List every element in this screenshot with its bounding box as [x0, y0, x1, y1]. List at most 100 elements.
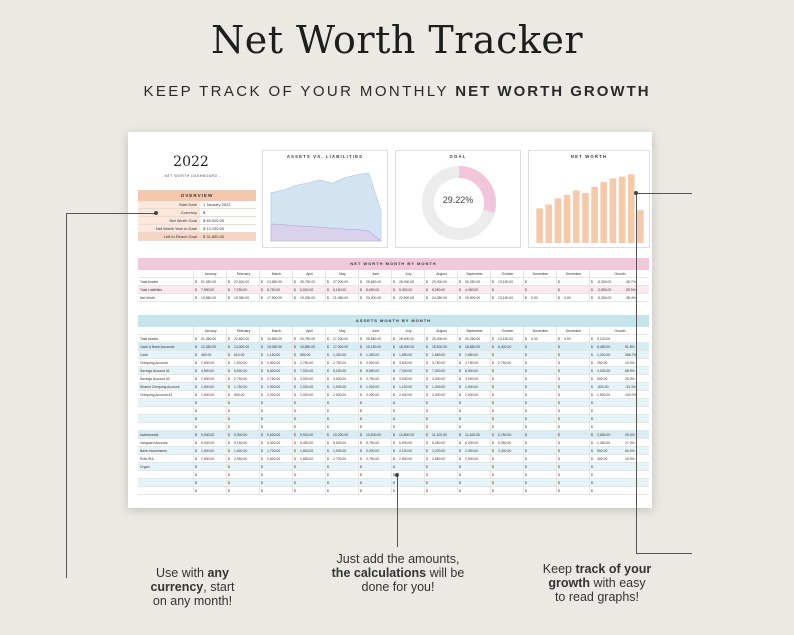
value-cell[interactable]: $1,900.00 — [325, 447, 358, 454]
value-cell[interactable]: $7,000.00 — [292, 367, 325, 374]
value-cell[interactable]: $13,150.00 — [490, 335, 523, 342]
value-cell[interactable]: $2,500.00 — [259, 359, 292, 366]
value-cell[interactable]: $2,000.00 — [358, 447, 391, 454]
value-cell[interactable]: $30,250.00 — [457, 278, 490, 285]
value-cell[interactable]: $13,150.00 — [490, 294, 523, 301]
value-cell[interactable]: $6,150.00 — [325, 286, 358, 293]
value-cell[interactable]: $11,400.00 — [457, 431, 490, 438]
value-cell[interactable]: $3,750.00 — [424, 359, 457, 366]
value-cell[interactable]: $ — [424, 407, 457, 414]
value-cell[interactable]: $ — [556, 479, 589, 486]
value-cell[interactable]: $ — [556, 407, 589, 414]
value-cell[interactable]: $ — [490, 375, 523, 382]
value-cell[interactable]: $ — [259, 415, 292, 422]
value-cell[interactable]: $2,000.00 — [391, 391, 424, 398]
value-cell[interactable]: $2,750.00 — [292, 359, 325, 366]
value-cell[interactable]: $22,600.00 — [226, 335, 259, 342]
value-cell[interactable]: $3,000.00 — [391, 375, 424, 382]
value-cell[interactable]: $ — [259, 479, 292, 486]
value-cell[interactable]: $ — [226, 399, 259, 406]
value-cell[interactable]: $ — [556, 439, 589, 446]
overview-value[interactable]: 1 January 2022 — [203, 202, 231, 207]
overview-value[interactable]: $ — [203, 210, 206, 215]
value-cell[interactable]: $ — [556, 286, 589, 293]
value-cell[interactable]: $ — [325, 487, 358, 494]
value-cell[interactable]: $7,250.00 — [226, 286, 259, 293]
value-cell[interactable]: $10,500.00 — [358, 431, 391, 438]
value-cell[interactable]: $ — [490, 455, 523, 462]
value-cell[interactable]: $ — [325, 463, 358, 470]
value-cell[interactable]: $10,200.00 — [325, 431, 358, 438]
value-cell[interactable]: $ — [490, 487, 523, 494]
value-cell[interactable]: $1,550.00 — [391, 351, 424, 358]
value-cell[interactable]: $29,400.00 — [424, 278, 457, 285]
value-cell[interactable]: $ — [556, 463, 589, 470]
value-cell[interactable]: $2,750.00 — [259, 375, 292, 382]
value-cell[interactable]: $ — [292, 399, 325, 406]
value-cell[interactable]: $2,850.00 — [424, 455, 457, 462]
value-cell[interactable]: $1,750.00 — [226, 383, 259, 390]
value-cell[interactable]: $ — [259, 471, 292, 478]
value-cell[interactable]: $6,500.00 — [259, 367, 292, 374]
value-cell[interactable]: $22,500.00 — [391, 294, 424, 301]
value-cell[interactable]: $13,000.00 — [226, 343, 259, 350]
value-cell[interactable]: $ — [457, 463, 490, 470]
value-cell[interactable]: $ — [490, 407, 523, 414]
value-cell[interactable]: $1,650.00 — [424, 351, 457, 358]
value-cell[interactable]: $550.00 — [292, 351, 325, 358]
value-cell[interactable]: $7,000.00 — [391, 367, 424, 374]
value-cell[interactable]: $25,750.00 — [292, 278, 325, 285]
value-cell[interactable]: $2,000.00 — [325, 391, 358, 398]
value-cell[interactable]: $ — [391, 407, 424, 414]
value-cell[interactable]: $6,050.00 — [424, 439, 457, 446]
value-cell[interactable]: $ — [556, 375, 589, 382]
value-cell[interactable]: $ — [556, 391, 589, 398]
value-cell[interactable]: $ — [523, 286, 556, 293]
value-cell[interactable]: $ — [226, 423, 259, 430]
value-cell[interactable]: $15,050.00 — [259, 343, 292, 350]
value-cell[interactable]: $2,650.00 — [292, 455, 325, 462]
value-cell[interactable]: $25,650.00 — [358, 335, 391, 342]
value-cell[interactable]: $2,300.00 — [457, 447, 490, 454]
value-cell[interactable]: $28,000.00 — [391, 278, 424, 285]
value-cell[interactable]: $ — [325, 399, 358, 406]
value-cell[interactable]: $ — [424, 399, 457, 406]
overview-value[interactable]: $ 13,150.00 — [203, 226, 225, 231]
value-cell[interactable]: $1,500.00 — [226, 359, 259, 366]
value-cell[interactable]: $ — [523, 423, 556, 430]
value-cell[interactable]: $ — [424, 463, 457, 470]
value-cell[interactable]: $2,000.00 — [292, 391, 325, 398]
value-cell[interactable]: $1,500.00 — [193, 391, 226, 398]
value-cell[interactable]: $1,000.00 — [292, 383, 325, 390]
value-cell[interactable]: $ — [523, 375, 556, 382]
value-cell[interactable]: $18,500.00 — [424, 343, 457, 350]
value-cell[interactable]: $ — [391, 399, 424, 406]
value-cell[interactable]: $ — [490, 399, 523, 406]
overview-value[interactable]: $ 31,850.00 — [200, 233, 256, 240]
value-cell[interactable]: $17,900.00 — [259, 294, 292, 301]
value-cell[interactable]: $6,200.00 — [457, 439, 490, 446]
value-cell[interactable]: $6,150.00 — [325, 367, 358, 374]
value-cell[interactable]: $ — [523, 415, 556, 422]
value-cell[interactable]: $6,750.00 — [259, 286, 292, 293]
value-cell[interactable]: $1,250.00 — [325, 351, 358, 358]
value-cell[interactable]: $ — [226, 415, 259, 422]
value-cell[interactable]: $5,300.00 — [391, 286, 424, 293]
value-cell[interactable]: $29,400.00 — [424, 335, 457, 342]
value-cell[interactable]: $15,150.00 — [358, 343, 391, 350]
value-cell[interactable]: $ — [358, 399, 391, 406]
value-cell[interactable]: $5,300.00 — [259, 439, 292, 446]
value-cell[interactable]: $ — [523, 455, 556, 462]
value-cell[interactable]: $ — [556, 278, 589, 285]
value-cell[interactable]: $ — [556, 343, 589, 350]
value-cell[interactable]: $1,000.00 — [457, 383, 490, 390]
value-cell[interactable]: $ — [292, 423, 325, 430]
value-cell[interactable]: $22,600.00 — [226, 278, 259, 285]
value-cell[interactable]: $ — [391, 479, 424, 486]
value-cell[interactable]: $ — [358, 407, 391, 414]
value-cell[interactable]: $ — [292, 487, 325, 494]
value-cell[interactable]: $1,150.00 — [259, 351, 292, 358]
value-cell[interactable]: $ — [391, 463, 424, 470]
value-cell[interactable]: $2,750.00 — [226, 375, 259, 382]
value-cell[interactable]: $ — [457, 479, 490, 486]
